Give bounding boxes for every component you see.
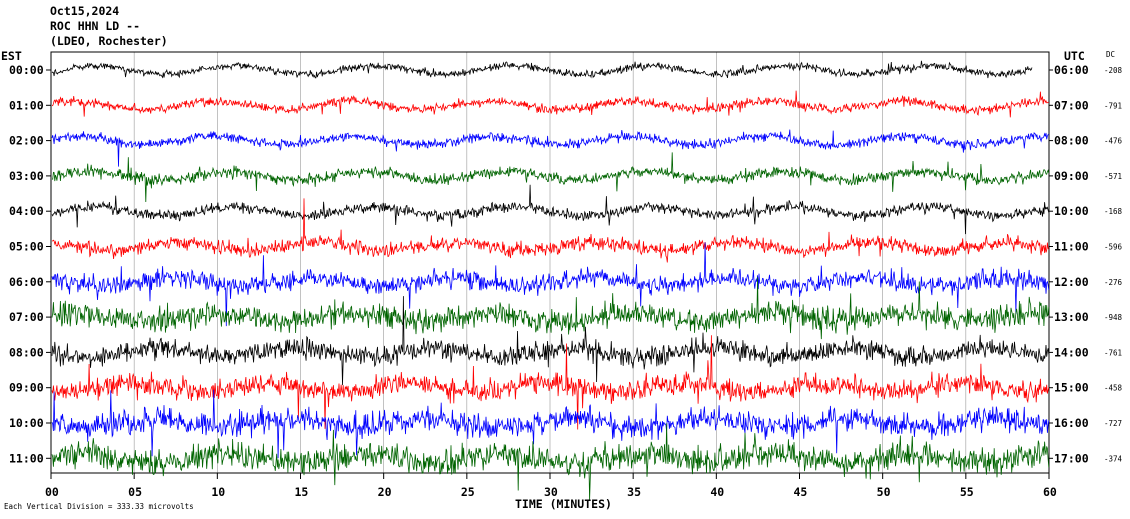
- scale-note: Each Vertical Division = 333.33 microvol…: [4, 502, 194, 511]
- x-tick-label: 55: [960, 485, 974, 499]
- trace-0500: [51, 198, 1050, 263]
- est-hour-label: 10:00: [9, 416, 44, 430]
- right-zone-label: UTC: [1064, 49, 1085, 63]
- x-tick-label: 10: [211, 485, 225, 499]
- x-tick-label: 20: [378, 485, 392, 499]
- utc-hour-label: 13:00: [1054, 310, 1089, 324]
- x-axis-ticks: 00 05 10 15 20 25 30 35 40 45 50 55 60: [45, 473, 1057, 499]
- dc-value: -374: [1104, 454, 1123, 463]
- est-hour-label: 01:00: [9, 98, 44, 112]
- trace-0400: [51, 184, 1050, 235]
- x-tick-label: 05: [128, 485, 142, 499]
- dc-value: -168: [1104, 207, 1123, 216]
- est-hour-label: 02:00: [9, 134, 44, 148]
- trace-1100: [51, 423, 1050, 501]
- plot-grid: [133, 52, 967, 473]
- est-hour-label: 11:00: [9, 451, 44, 465]
- utc-hour-label: 08:00: [1054, 134, 1089, 148]
- dc-value: -727: [1104, 419, 1122, 428]
- x-tick-label: 00: [45, 485, 59, 499]
- est-hour-label: 06:00: [9, 275, 44, 289]
- x-tick-label: 15: [295, 485, 309, 499]
- est-hour-label: 07:00: [9, 310, 44, 324]
- est-hour-label: 00:00: [9, 63, 44, 77]
- trace-0000: [51, 60, 1033, 79]
- x-tick-label: 35: [627, 485, 641, 499]
- est-hour-label: 09:00: [9, 381, 44, 395]
- x-tick-label: 50: [877, 485, 891, 499]
- x-tick-label: 40: [710, 485, 724, 499]
- x-tick-label: 25: [461, 485, 475, 499]
- x-tick-label: 60: [1043, 485, 1057, 499]
- utc-hour-label: 16:00: [1054, 416, 1089, 430]
- utc-hour-label: 17:00: [1054, 451, 1089, 465]
- dc-value: -458: [1104, 384, 1123, 393]
- trace-0600: [51, 242, 1050, 327]
- utc-hour-label: 07:00: [1054, 98, 1089, 112]
- trace-0800: [51, 296, 1050, 386]
- trace-0100: [51, 90, 1049, 118]
- chart-station: ROC HHN LD --: [50, 19, 140, 33]
- x-tick-label: 45: [794, 485, 808, 499]
- utc-hour-label: 11:00: [1054, 240, 1089, 254]
- chart-network: (LDEO, Rochester): [50, 34, 168, 48]
- dc-value: -476: [1104, 137, 1123, 146]
- trace-0200: [51, 129, 1049, 167]
- utc-hour-label: 15:00: [1054, 381, 1089, 395]
- est-hour-label: 08:00: [9, 345, 44, 359]
- dc-value: -571: [1104, 172, 1122, 181]
- chart-date: Oct15,2024: [50, 4, 119, 18]
- dc-value: -276: [1104, 278, 1123, 287]
- left-zone-label: EST: [1, 49, 22, 63]
- dc-value: -791: [1104, 101, 1122, 110]
- est-hour-label: 03:00: [9, 169, 44, 183]
- dc-value: -761: [1104, 348, 1122, 357]
- seismic-traces: [51, 60, 1050, 501]
- utc-hour-label: 10:00: [1054, 204, 1089, 218]
- trace-1000: [51, 389, 1050, 459]
- trace-0900: [51, 335, 1050, 430]
- trace-0700: [51, 277, 1050, 340]
- utc-hour-label: 12:00: [1054, 275, 1089, 289]
- utc-hour-label: 09:00: [1054, 169, 1089, 183]
- dc-header: DC: [1106, 50, 1115, 59]
- dc-value: -208: [1104, 66, 1123, 75]
- row-labels: 00:00 06:00 -208 01:00 07:00 -791 02:00 08:00 -4…: [9, 63, 1123, 465]
- utc-hour-label: 06:00: [1054, 63, 1089, 77]
- dc-value: -948: [1104, 313, 1123, 322]
- est-hour-label: 05:00: [9, 240, 44, 254]
- x-tick-label: 30: [544, 485, 558, 499]
- est-hour-label: 04:00: [9, 204, 44, 218]
- dc-value: -596: [1104, 243, 1123, 252]
- trace-0300: [51, 152, 1050, 203]
- x-axis-label: TIME (MINUTES): [515, 497, 612, 511]
- utc-hour-label: 14:00: [1054, 345, 1089, 359]
